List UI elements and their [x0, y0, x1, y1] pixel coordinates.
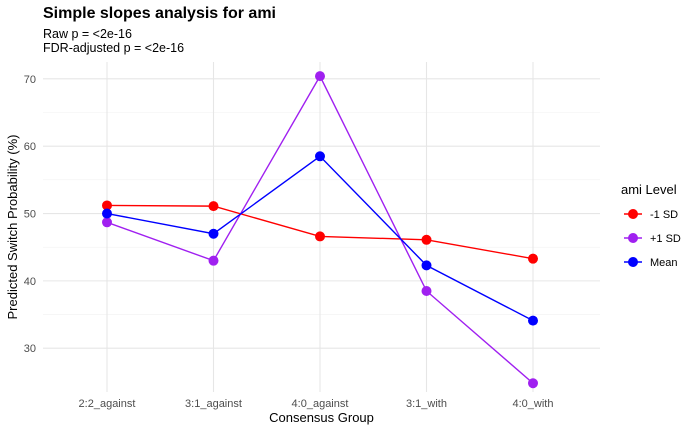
- legend-label: +1 SD: [650, 233, 681, 245]
- legend-key-point: [628, 209, 638, 219]
- chart-subtitle-fdr-p: FDR-adjusted p = <2e-16: [43, 41, 185, 55]
- data-point: [421, 234, 432, 245]
- y-tick-label: 30: [24, 343, 36, 355]
- chart-title: Simple slopes analysis for ami: [43, 5, 276, 22]
- data-point: [102, 200, 112, 211]
- y-tick-label: 70: [24, 74, 36, 86]
- data-point: [102, 217, 112, 228]
- data-point: [315, 151, 325, 162]
- x-tick-label: 2:2_against: [79, 398, 136, 410]
- data-point: [421, 260, 432, 271]
- data-point: [208, 228, 219, 239]
- x-tick-label: 4:0_against: [292, 398, 349, 410]
- data-point: [315, 231, 325, 242]
- x-tick-label: 3:1_with: [406, 398, 447, 410]
- y-tick-label: 40: [24, 276, 36, 288]
- y-tick-label: 50: [24, 209, 36, 221]
- data-point: [208, 255, 219, 266]
- x-tick-label: 4:0_with: [513, 398, 554, 410]
- x-axis-title: Consensus Group: [269, 410, 374, 425]
- legend-label: -1 SD: [650, 209, 678, 221]
- data-point: [208, 201, 219, 212]
- data-point: [528, 315, 538, 326]
- legend-key-point: [628, 233, 638, 243]
- legend-title: ami Level: [621, 182, 677, 197]
- legend-key-point: [628, 257, 638, 267]
- y-axis-title: Predicted Switch Probability (%): [5, 135, 20, 320]
- data-point: [315, 71, 325, 82]
- y-tick-label: 60: [24, 141, 36, 153]
- data-point: [421, 285, 432, 296]
- x-tick-label: 3:1_against: [185, 398, 242, 410]
- data-point: [528, 378, 538, 389]
- chart-subtitle-raw-p: Raw p = <2e-16: [43, 27, 132, 41]
- data-point: [528, 253, 538, 264]
- data-point: [102, 208, 112, 219]
- legend-label: Mean: [650, 257, 678, 269]
